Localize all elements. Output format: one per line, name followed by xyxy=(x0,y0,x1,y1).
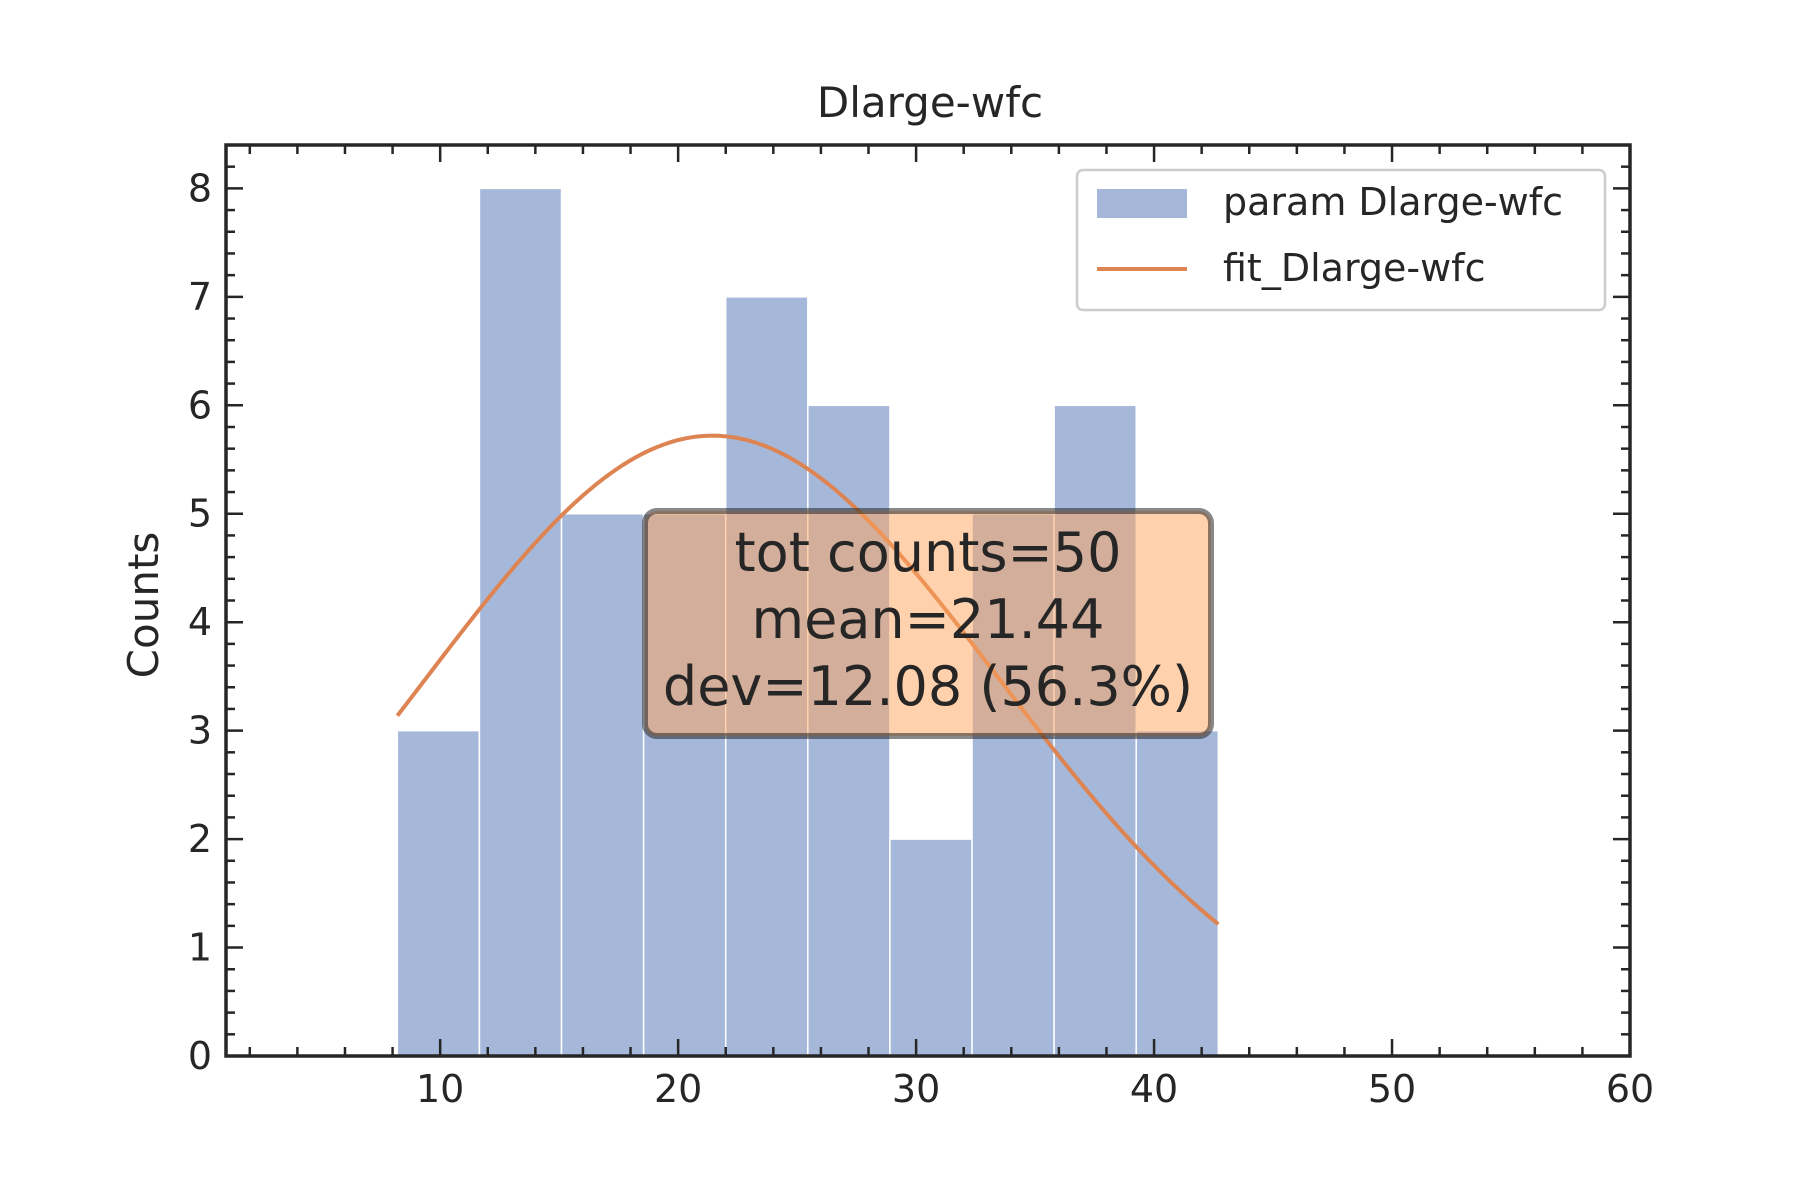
y-tick-label: 8 xyxy=(188,166,212,210)
x-tick-label: 30 xyxy=(892,1067,940,1111)
x-tick-label: 10 xyxy=(416,1067,464,1111)
x-tick-label: 60 xyxy=(1606,1067,1654,1111)
y-tick-label: 6 xyxy=(188,383,212,427)
legend-box xyxy=(1075,168,1607,312)
legend-line-label: fit_Dlarge-wfc xyxy=(1223,246,1485,290)
fit-curve-group xyxy=(395,433,1220,926)
stats-line-3: dev=12.08 (56.3%) xyxy=(663,655,1193,718)
x-tick-label: 40 xyxy=(1130,1067,1178,1111)
legend-bar-label: param Dlarge-wfc xyxy=(1223,180,1563,224)
x-tick-label: 50 xyxy=(1368,1067,1416,1111)
stats-box xyxy=(642,508,1214,739)
histogram-bar xyxy=(1135,729,1220,1057)
stats-line-2: mean=21.44 xyxy=(752,588,1105,651)
histogram-bar xyxy=(478,187,563,1057)
y-tick-label: 0 xyxy=(188,1034,212,1078)
chart-title: Dlarge-wfc xyxy=(817,78,1043,127)
y-tick-label: 7 xyxy=(188,275,212,319)
histogram-bar xyxy=(889,838,973,1057)
plot-frame xyxy=(224,143,1632,1058)
y-axis-label: Counts xyxy=(119,532,168,679)
y-tick-label: 3 xyxy=(188,709,212,753)
y-tick-label: 4 xyxy=(188,600,212,644)
x-tick-label: 20 xyxy=(654,1067,702,1111)
histogram-bar xyxy=(396,729,481,1057)
stats-line-1: tot counts=50 xyxy=(735,521,1122,584)
legend-bar-swatch xyxy=(1097,189,1187,218)
y-tick-label: 5 xyxy=(188,492,212,536)
legend: param Dlarge-wfc fit_Dlarge-wfc xyxy=(1075,168,1607,312)
y-tick-label: 2 xyxy=(188,817,212,861)
stats-annotation: tot counts=50 mean=21.44 dev=12.08 (56.3… xyxy=(642,508,1214,739)
histogram-bar xyxy=(560,512,645,1057)
fit-curve xyxy=(395,433,1220,926)
y-tick-label: 1 xyxy=(188,926,212,970)
